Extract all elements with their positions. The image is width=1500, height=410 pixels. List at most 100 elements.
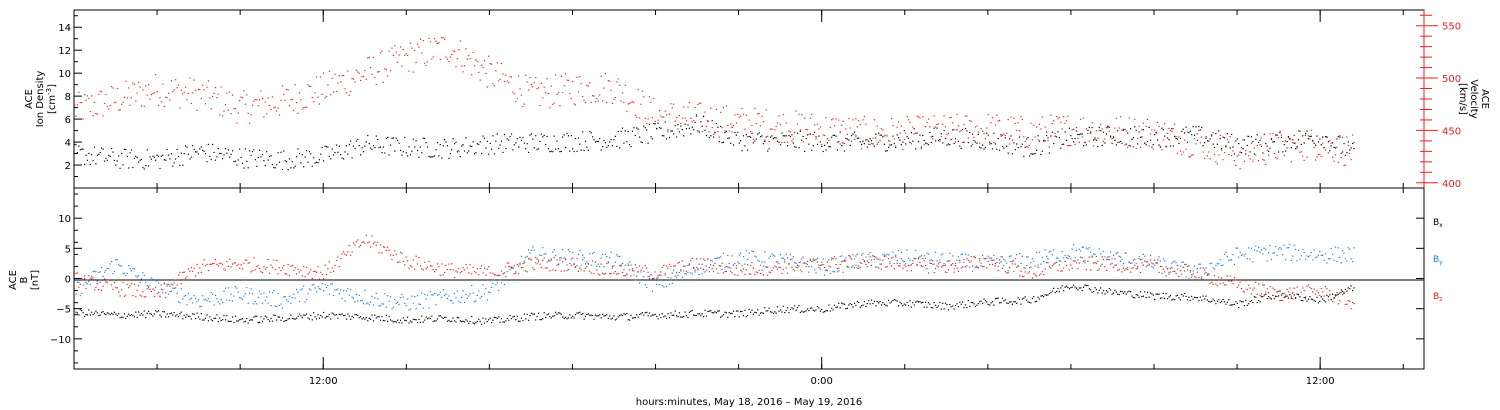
velocity-point [620,100,622,102]
velocity-point [688,101,690,103]
bx-point [186,314,188,316]
bz-point [970,256,972,258]
velocity-point [1102,140,1105,142]
by-point [111,260,113,263]
by-point [1043,261,1045,263]
velocity-point [1149,133,1152,135]
velocity-point [767,135,769,137]
bx-point [530,312,532,314]
velocity-label-line2: Velocity [1468,79,1479,118]
velocity-point [963,123,965,125]
velocity-point [1186,131,1189,133]
density-tick-label: 12 [58,46,71,57]
velocity-point [523,103,525,105]
density-point [1083,145,1085,147]
velocity-point [559,105,561,107]
bx-point [942,302,944,304]
by-point [572,251,574,254]
bz-point [1014,263,1016,265]
by-point [1090,251,1092,253]
density-point [795,146,797,148]
by-point [264,299,266,302]
by-point [722,252,725,254]
by-point [1065,257,1068,259]
density-point [1252,141,1254,143]
bz-point [1093,262,1095,264]
bz-point [1272,287,1274,289]
bx-point [671,314,673,316]
density-point [1269,147,1271,149]
velocity-point [473,65,476,67]
bz-point [118,291,120,293]
bx-point [251,319,254,321]
by-point [940,254,942,256]
density-point [1098,126,1100,129]
by-point [1027,256,1029,258]
density-point [212,143,214,146]
bz-point [125,294,127,296]
by-point [1323,259,1325,261]
density-point [370,147,372,149]
density-point [446,145,449,147]
density-point [966,130,968,132]
density-point [796,132,799,134]
time-tick-label: 12:00 [309,376,338,387]
bx-point [469,321,471,323]
bx-point [101,311,103,313]
bz-point [1036,275,1038,277]
bx-point [737,310,739,312]
by-point [1248,247,1250,249]
density-point [298,153,301,155]
by-point [204,298,207,300]
bx-point [1329,294,1331,296]
velocity-point [212,95,214,98]
density-point [684,123,686,125]
density-point [284,160,286,162]
bz-point [658,274,661,276]
bx-point [1162,292,1164,294]
density-point [607,145,609,147]
bx-point [966,306,968,309]
bz-point [876,258,878,260]
by-point [1000,256,1002,258]
by-point [947,260,949,262]
by-point [1064,255,1066,257]
velocity-point [892,125,894,127]
by-point [916,264,918,266]
velocity-point [540,82,542,84]
velocity-point [744,128,746,130]
velocity-point [113,102,115,104]
velocity-point [1056,116,1058,118]
bz-point [1004,271,1006,273]
density-point [1334,147,1337,149]
by-point [678,272,680,274]
by-point [556,264,558,266]
velocity-point [1124,144,1126,146]
bx-point [190,318,192,320]
by-point [261,303,264,305]
by-point [636,267,638,269]
bz-point [863,261,865,263]
velocity-point [818,128,820,130]
bx-point [529,315,531,317]
by-point [1051,254,1053,256]
bx-point [1222,299,1224,301]
by-point [983,265,985,267]
density-point [1242,148,1244,150]
velocity-point [209,97,211,99]
density-point [532,138,534,140]
density-point [159,167,161,170]
bz-point [852,265,854,267]
by-point [868,253,870,256]
density-point [337,151,339,153]
velocity-point [1316,156,1318,158]
density-point [421,152,423,154]
density-point [321,146,323,149]
density-point [1090,131,1092,133]
by-point [439,291,441,293]
bz-point [212,263,214,265]
velocity-point [1063,116,1065,118]
velocity-point [313,101,315,103]
bz-point [445,264,447,266]
bz-point [1084,262,1086,264]
